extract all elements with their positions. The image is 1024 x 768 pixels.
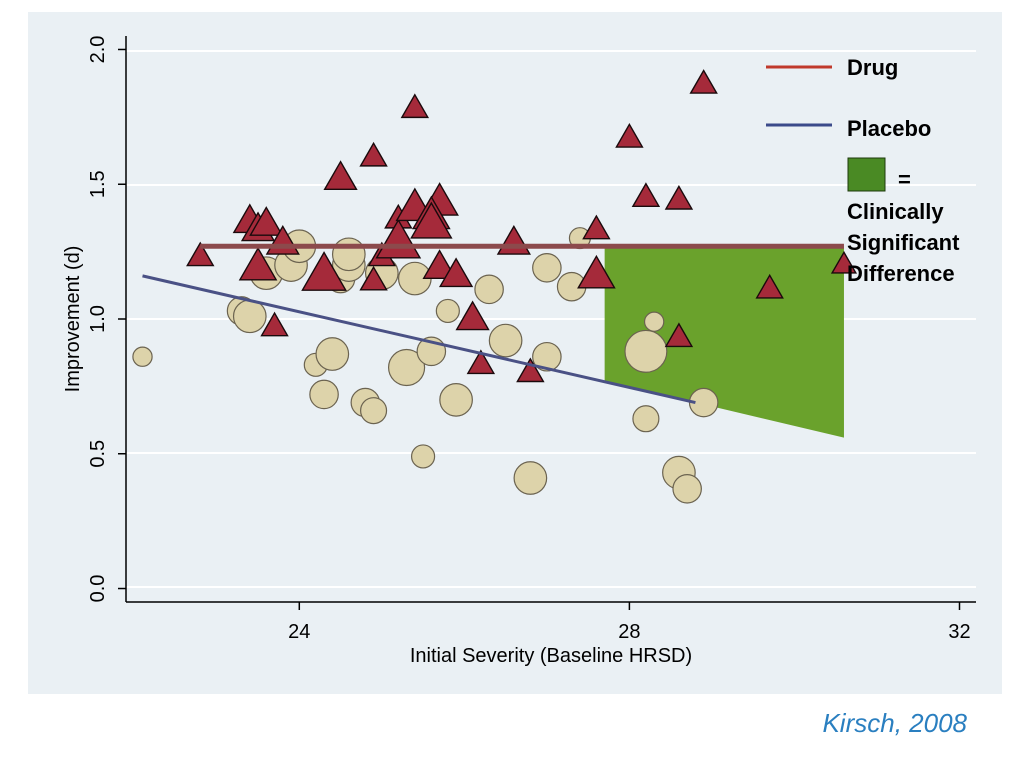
drug-point (631, 182, 661, 208)
drug-point (400, 93, 430, 119)
x-tick-label: 28 (618, 621, 640, 643)
drug-point (186, 241, 215, 267)
drug-point (438, 257, 474, 288)
drug-point (582, 214, 611, 240)
legend-significance-line-2: Significant (847, 230, 960, 255)
y-axis-ticks: 0.0 0.5 1.0 1.5 2.0 (87, 36, 126, 603)
placebo-point (410, 444, 436, 469)
placebo-point (360, 397, 388, 425)
placebo-point (387, 348, 426, 387)
x-axis-label: Initial Severity (Baseline HRSD) (410, 645, 692, 667)
drug-point (455, 300, 490, 331)
drug-point (466, 349, 496, 375)
placebo-point (513, 461, 548, 495)
placebo-point (624, 329, 668, 373)
placebo-point (532, 341, 562, 372)
placebo-point (532, 252, 562, 283)
placebo-point (315, 337, 350, 371)
y-tick-label: 0.5 (87, 440, 109, 468)
placebo-point (643, 311, 665, 332)
drug-point (323, 160, 358, 191)
drug-point (238, 246, 278, 281)
drug-point (664, 322, 694, 348)
drug-point (359, 265, 388, 291)
drug-point (830, 250, 858, 274)
placebo-point (474, 274, 504, 305)
drug-point (422, 249, 457, 280)
y-tick-label: 1.5 (87, 170, 109, 198)
drug-point (359, 141, 388, 167)
drug-point (496, 224, 531, 255)
y-axis-label: Improvement (d) (62, 246, 84, 393)
placebo-point (435, 298, 460, 324)
placebo-point (232, 299, 267, 334)
drug-point (260, 311, 289, 337)
placebo-point (309, 379, 339, 410)
drug-point (249, 206, 284, 236)
y-tick-label: 0.0 (87, 575, 109, 603)
drug-point (301, 251, 347, 291)
legend-significance-swatch (847, 157, 886, 192)
legend: Drug Placebo = Clinically Significant Di… (766, 55, 960, 286)
x-tick-label: 32 (948, 621, 970, 643)
legend-significance-line-1: Clinically (847, 199, 944, 224)
x-axis-ticks: 24 28 32 (288, 602, 971, 643)
citation: Kirsch, 2008 (822, 708, 967, 738)
placebo-fit-line (142, 274, 696, 405)
drug-point (755, 273, 784, 299)
placebo-point (439, 382, 473, 417)
x-tick-label: 24 (288, 621, 310, 643)
placebo-point (132, 346, 153, 367)
drug-point (516, 357, 545, 383)
significance-region (604, 246, 844, 438)
legend-placebo-label: Placebo (847, 116, 931, 141)
placebo-point (672, 474, 702, 504)
drug-point (664, 184, 694, 210)
legend-significance-line-3: Difference (847, 261, 955, 286)
legend-equals: = (898, 167, 911, 192)
drug-point (615, 122, 644, 148)
placebo-point (331, 237, 366, 272)
y-tick-label: 2.0 (87, 36, 109, 64)
legend-drug-label: Drug (847, 55, 898, 80)
drug-point (410, 201, 453, 239)
drug-point (375, 218, 422, 259)
placebo-point (488, 323, 523, 358)
y-tick-label: 1.0 (87, 305, 109, 333)
drug-point (689, 69, 718, 94)
drug-point (577, 254, 616, 289)
placebo-point (632, 405, 660, 433)
